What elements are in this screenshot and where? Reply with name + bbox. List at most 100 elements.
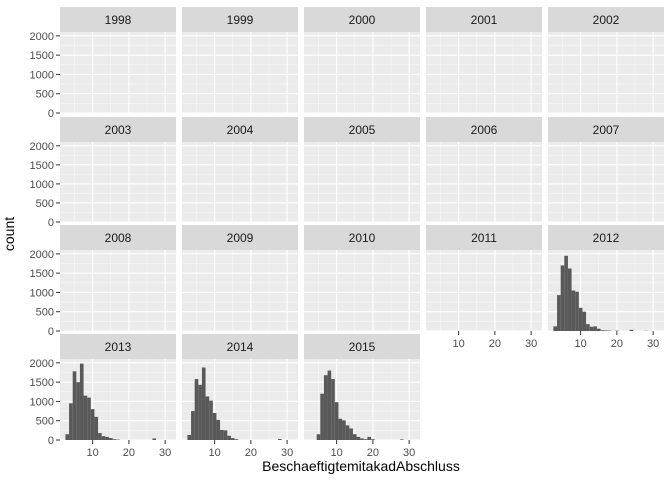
panel-background (304, 142, 420, 222)
facet-strip (426, 7, 542, 32)
facet-strip-label: 2009 (227, 231, 254, 245)
facet-strip-label: 2004 (227, 123, 254, 137)
y-tick-label: 2000 (30, 358, 54, 370)
panel-background (182, 250, 298, 331)
facet-strip (426, 117, 542, 142)
y-tick-label: 2000 (30, 31, 54, 43)
x-tick-label: 20 (245, 447, 257, 459)
x-tick-label: 30 (647, 338, 659, 350)
histogram-bar (331, 379, 335, 440)
panel-background (182, 142, 298, 222)
histogram-bar (230, 438, 235, 440)
histogram-bar (72, 371, 77, 440)
histogram-bar (371, 439, 375, 440)
facet-panel-1999: 1999 (182, 7, 298, 114)
facet-strip (60, 334, 176, 359)
histogram-bar (589, 326, 594, 331)
y-tick-label: 2000 (30, 141, 54, 153)
panel-background (426, 142, 542, 222)
panel-background (426, 250, 542, 331)
histogram-bar (553, 326, 558, 331)
panel-background (426, 32, 542, 113)
facet-strip-label: 2002 (593, 13, 620, 27)
y-tick-label: 1500 (30, 160, 54, 172)
facet-strip-label: 1999 (227, 13, 254, 27)
histogram-bar (323, 375, 328, 440)
y-tick-label: 500 (36, 198, 54, 210)
facet-panel-2000: 2000 (304, 7, 420, 114)
panel-background (304, 32, 420, 113)
histogram-bar (320, 393, 324, 440)
facet-strip (182, 7, 298, 32)
y-tick-label: 2000 (30, 249, 54, 261)
x-tick-label: 20 (611, 338, 623, 350)
histogram-bar (571, 290, 576, 331)
panel-background (60, 32, 176, 113)
facet-strip (304, 334, 420, 359)
x-tick-label: 20 (489, 338, 501, 350)
histogram-bar (349, 428, 353, 440)
x-tick-label: 10 (575, 338, 587, 350)
histogram-bar (205, 396, 210, 440)
facet-panel-2012: 2012 10 20 30 (548, 225, 664, 350)
facet-strip-label: 2015 (349, 340, 376, 354)
facet-strip (60, 225, 176, 250)
facet-strip-label: 2005 (349, 123, 376, 137)
histogram-bar (352, 434, 357, 440)
histogram-bar (101, 436, 106, 440)
facet-strip-label: 2014 (227, 340, 254, 354)
histogram-bar (582, 311, 587, 331)
y-tick-label: 0 (48, 217, 54, 229)
histogram-bar (400, 439, 404, 440)
histogram-bar (564, 255, 568, 331)
histogram-bar (194, 379, 199, 440)
y-tick-label: 1000 (30, 69, 54, 81)
y-tick-label: 1500 (30, 268, 54, 280)
x-tick-label: 10 (331, 447, 343, 459)
facet-strip-label: 2000 (349, 13, 376, 27)
histogram-bar (316, 434, 321, 440)
facet-panel-2010: 2010 (304, 225, 420, 332)
histogram-bar (345, 425, 350, 440)
facet-panel-2003: 2003 0 500 1000 1500 2000 (30, 117, 176, 229)
histogram-bar (112, 439, 117, 440)
x-tick-label: 30 (525, 338, 537, 350)
histogram-bar (338, 418, 343, 440)
histogram-bar (187, 434, 192, 440)
x-tick-label: 30 (281, 447, 293, 459)
histogram-bar (216, 419, 221, 440)
x-tick-label: 10 (209, 447, 221, 459)
facet-panel-2005: 2005 (304, 117, 420, 223)
facet-strip (548, 117, 664, 142)
y-tick-label: 1500 (30, 50, 54, 62)
facet-strip (548, 225, 664, 250)
facet-strip-label: 2011 (471, 231, 497, 245)
y-tick-label: 0 (48, 435, 54, 447)
histogram-bar (227, 435, 231, 440)
histogram-bar (363, 439, 368, 440)
facet-strip (182, 117, 298, 142)
histogram-bar (90, 409, 95, 440)
histogram-bar (65, 434, 70, 440)
histogram-bar (360, 438, 364, 440)
histogram-bar (604, 330, 608, 331)
y-tick-label: 1000 (30, 287, 54, 299)
histogram-bar (356, 436, 361, 440)
facet-strip (182, 225, 298, 250)
histogram-bar (367, 436, 372, 440)
facet-strip-label: 2013 (105, 340, 132, 354)
facet-panel-2013: 2013 0 500 1000 1500 2000 10 20 30 (30, 334, 176, 459)
histogram-bar (596, 328, 601, 331)
histogram-bar (79, 363, 84, 440)
facet-strip (304, 225, 420, 250)
histogram-bar (76, 382, 80, 440)
histogram-bar (201, 367, 206, 440)
facet-strip-label: 2010 (349, 231, 376, 245)
x-tick-label: 10 (453, 338, 465, 350)
facet-strip (304, 7, 420, 32)
x-tick-label: 30 (403, 447, 415, 459)
facet-strip (304, 117, 420, 142)
histogram-bar (98, 433, 102, 440)
